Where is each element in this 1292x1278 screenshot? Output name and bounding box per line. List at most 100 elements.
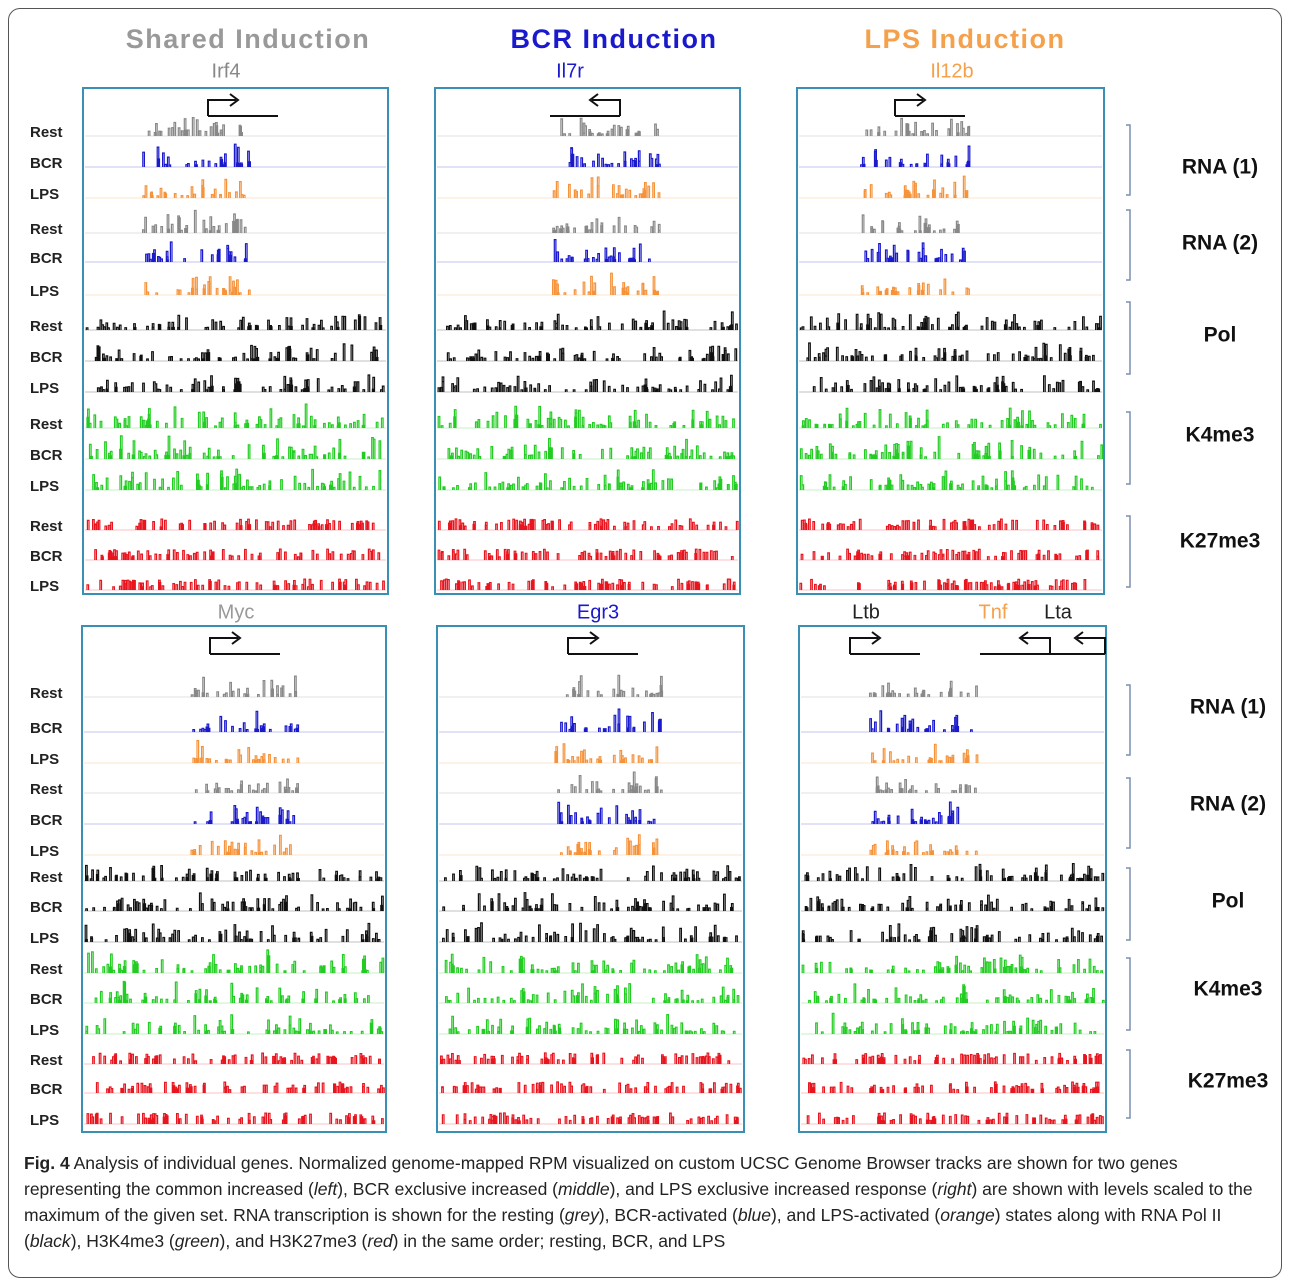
caption-text: ), H3K4me3 ( [70, 1231, 175, 1251]
caption-text: blue [737, 1205, 771, 1225]
caption-text: middle [558, 1179, 610, 1199]
track-signal [806, 342, 1095, 361]
track-label: LPS [30, 1022, 59, 1039]
track-signal [802, 1052, 1102, 1064]
group-label: RNA (2) [1182, 232, 1258, 255]
track-signal [875, 776, 977, 793]
group-bracket [1126, 867, 1131, 941]
track-signal [799, 436, 1104, 459]
caption-text: ) are shown with levels scaled to the ma… [24, 1179, 1253, 1225]
track-signal [145, 241, 248, 262]
caption-text: ) in the same order; resting, BCR, and L… [392, 1231, 726, 1251]
group-bracket [1126, 209, 1131, 281]
column-title: BCR Induction [511, 24, 718, 54]
track-signal [444, 953, 734, 973]
track-signal [552, 272, 659, 295]
panel-box [82, 87, 389, 595]
track-signal [437, 374, 733, 392]
group-label: Pol [1212, 890, 1245, 913]
track-signal [560, 117, 659, 136]
track-signal [437, 518, 739, 530]
track-label: LPS [30, 283, 59, 300]
track-signal [87, 949, 385, 973]
track-label: Rest [30, 685, 63, 702]
track-signal [85, 892, 384, 911]
track-signal [557, 771, 663, 793]
column-title: LPS Induction [865, 24, 1066, 54]
track-signal [92, 468, 382, 490]
track-signal [552, 176, 661, 198]
track-signal [445, 983, 740, 1003]
track-signal [800, 548, 1100, 560]
track-signal [437, 548, 734, 560]
track-label: Rest [30, 518, 63, 535]
track-label: BCR [30, 812, 63, 829]
figure: Shared Induction BCR Induction LPS Inducti… [30, 24, 1268, 1133]
track-signal [441, 1112, 739, 1124]
tss-arrow [207, 93, 278, 117]
group-label: Pol [1204, 324, 1237, 347]
track-label: LPS [30, 380, 59, 397]
track-label: Rest [30, 869, 63, 886]
track-signal [444, 865, 741, 881]
track-label: BCR [30, 447, 63, 464]
track-label: Rest [30, 318, 63, 335]
group-bracket [1126, 684, 1131, 756]
track-label: Rest [30, 124, 63, 141]
track-signal [86, 1112, 384, 1124]
group-label: RNA (1) [1190, 696, 1266, 719]
gene-name: Il7r [556, 60, 584, 82]
track-signal [565, 674, 664, 697]
caption-text: ) states along with RNA Pol II ( [24, 1205, 1222, 1251]
track-signal [85, 1014, 384, 1034]
track-signal [95, 1081, 385, 1093]
gene-name: Irf4 [212, 60, 241, 82]
tss-arrow [209, 631, 280, 655]
track-signal [438, 469, 738, 490]
track-signal [801, 407, 1102, 428]
track-signal [142, 209, 247, 233]
column-title: Shared Induction [126, 24, 371, 54]
track-signal [865, 117, 971, 136]
track-signal [869, 680, 978, 697]
tss-arrow [849, 631, 920, 655]
track-signal [861, 214, 960, 233]
caption-label: Fig. 4 [24, 1153, 70, 1173]
track-signal [560, 834, 659, 855]
caption: Fig. 4 Analysis of individual genes. Nor… [24, 1150, 1274, 1254]
track-signal [560, 708, 662, 732]
track-label: Rest [30, 1052, 63, 1069]
tss-arrow [1035, 631, 1106, 655]
track-signal [568, 147, 661, 167]
caption-text: grey [564, 1205, 599, 1225]
caption-text: ), BCR-activated ( [598, 1205, 738, 1225]
track-signal [88, 435, 382, 459]
track-signal [142, 143, 251, 167]
track-signal [808, 1081, 1100, 1093]
caption-text: orange [940, 1205, 995, 1225]
group-bracket [1126, 777, 1131, 849]
track-signal [557, 801, 656, 824]
panel-box [81, 625, 387, 1133]
tss-arrow [894, 93, 965, 117]
panel-box [798, 625, 1107, 1133]
track-signal [142, 178, 246, 198]
track-signal [864, 242, 966, 262]
track-signal [804, 894, 1105, 911]
track-signal [869, 840, 978, 855]
caption-text: ), and H3K27me3 ( [219, 1231, 368, 1251]
track-signal [85, 864, 383, 881]
track-signal [815, 1012, 1097, 1034]
gene-name: Tnf [979, 601, 1008, 623]
gene-name: Egr3 [577, 601, 619, 623]
track-signal [553, 239, 651, 262]
track-signal [808, 983, 1105, 1003]
track-signal [193, 805, 296, 824]
track-signal [190, 834, 292, 855]
caption-text: black [29, 1231, 71, 1251]
track-label: BCR [30, 548, 63, 565]
group-label: K4me3 [1186, 424, 1255, 447]
track-signal [94, 548, 381, 560]
track-label: BCR [30, 1081, 63, 1098]
track-signal [806, 1112, 1104, 1124]
